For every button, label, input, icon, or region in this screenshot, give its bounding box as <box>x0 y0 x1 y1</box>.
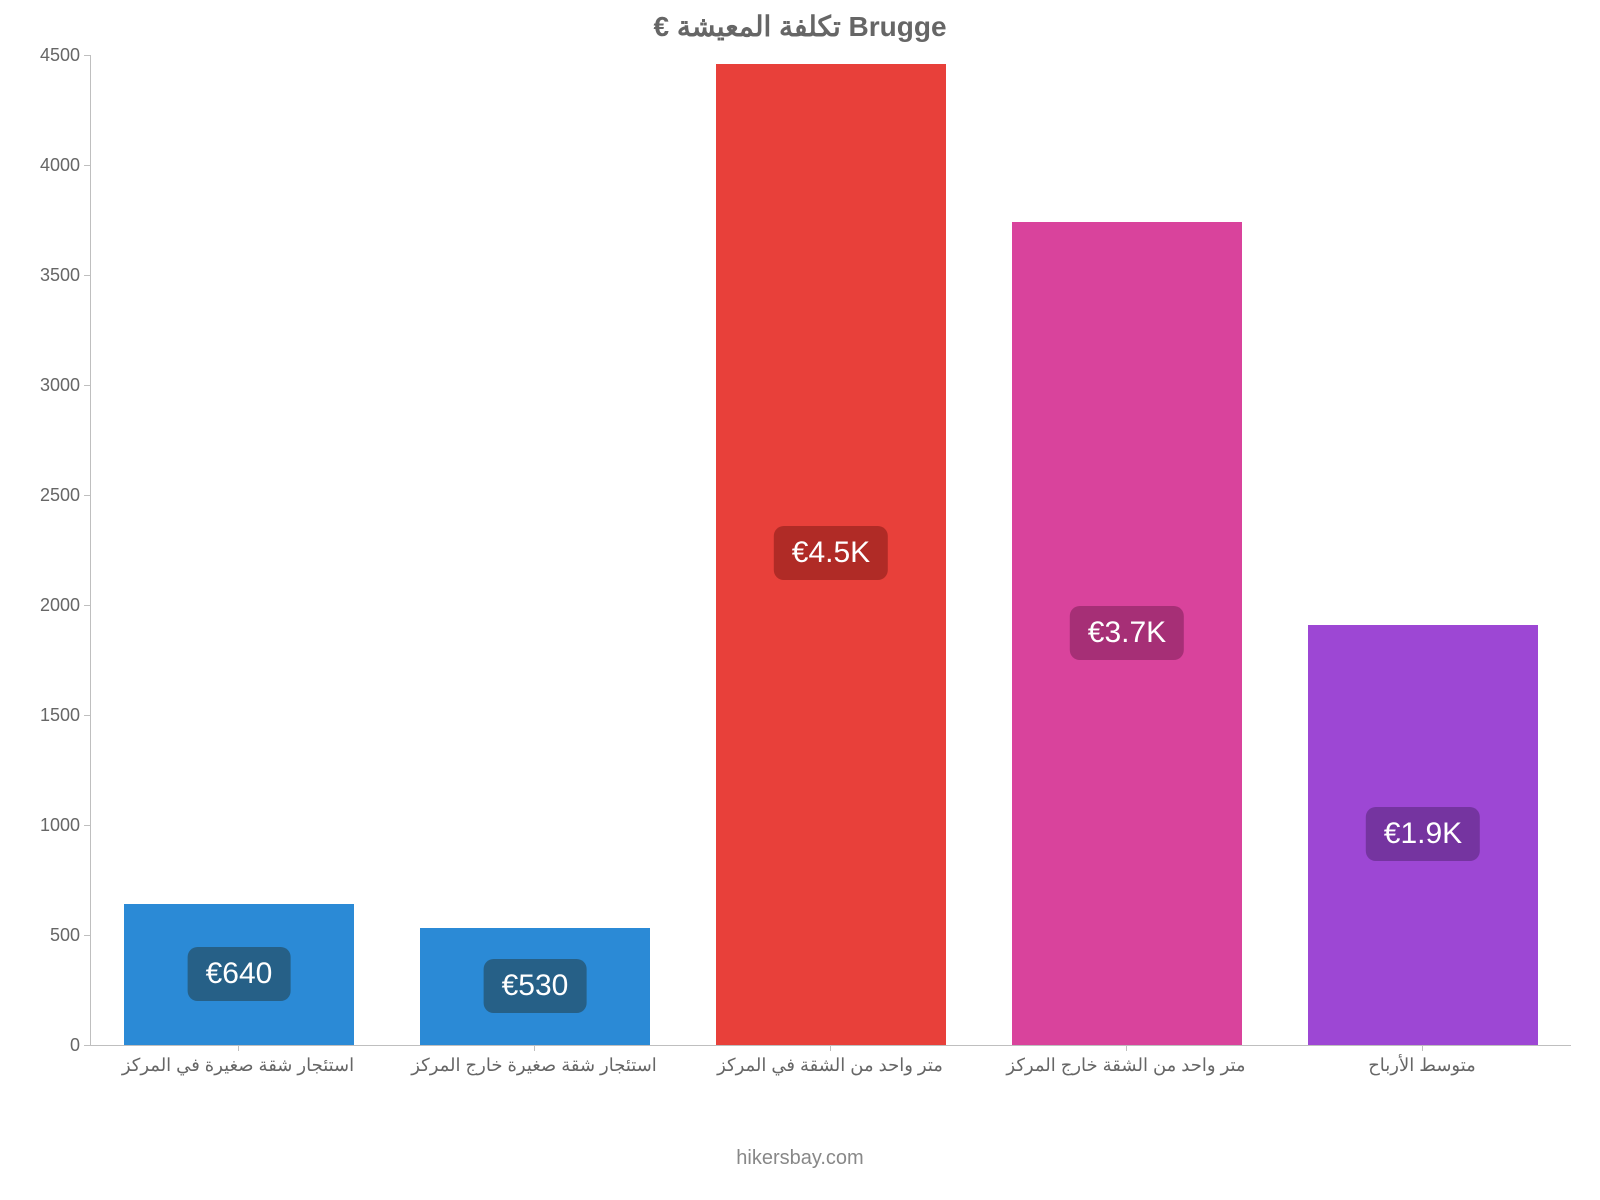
x-tick-label: استئجار شقة صغيرة في المركز <box>90 1055 386 1077</box>
x-tick-label: استئجار شقة صغيرة خارج المركز <box>386 1055 682 1077</box>
chart-footer: hikersbay.com <box>0 1147 1600 1170</box>
y-tick-mark <box>84 165 90 166</box>
y-tick-label: 3500 <box>0 266 80 284</box>
x-tick-mark <box>830 1045 831 1051</box>
y-tick-mark <box>84 1045 90 1046</box>
y-tick-label: 4000 <box>0 156 80 174</box>
value-badge: €3.7K <box>1070 606 1184 660</box>
y-tick-label: 2500 <box>0 486 80 504</box>
y-tick-label: 1000 <box>0 816 80 834</box>
plot-area: €640 €530 €4.5K €3.7K €1.9K <box>90 55 1571 1046</box>
x-tick-mark <box>1126 1045 1127 1051</box>
chart-stage: € تكلفة المعيشة Brugge €640 €530 €4.5K €3.7… <box>0 0 1600 1200</box>
x-tick-mark <box>1422 1045 1423 1051</box>
y-tick-mark <box>84 605 90 606</box>
value-badge: €640 <box>188 947 291 1001</box>
x-tick-label: متر واحد من الشقة خارج المركز <box>978 1055 1274 1077</box>
y-tick-label: 2000 <box>0 596 80 614</box>
y-tick-label: 1500 <box>0 706 80 724</box>
y-tick-label: 4500 <box>0 46 80 64</box>
y-tick-label: 0 <box>0 1036 80 1054</box>
y-tick-label: 500 <box>0 926 80 944</box>
y-tick-mark <box>84 825 90 826</box>
y-tick-mark <box>84 55 90 56</box>
x-tick-label: متوسط الأرباح <box>1274 1055 1570 1077</box>
value-badge: €1.9K <box>1366 807 1480 861</box>
y-tick-mark <box>84 715 90 716</box>
y-tick-mark <box>84 385 90 386</box>
y-tick-label: 3000 <box>0 376 80 394</box>
chart-title: € تكلفة المعيشة Brugge <box>0 10 1600 43</box>
value-badge: €530 <box>484 959 587 1013</box>
x-tick-mark <box>534 1045 535 1051</box>
y-tick-mark <box>84 495 90 496</box>
y-tick-mark <box>84 275 90 276</box>
x-tick-mark <box>238 1045 239 1051</box>
x-tick-label: متر واحد من الشقة في المركز <box>682 1055 978 1077</box>
y-tick-mark <box>84 935 90 936</box>
value-badge: €4.5K <box>774 526 888 580</box>
